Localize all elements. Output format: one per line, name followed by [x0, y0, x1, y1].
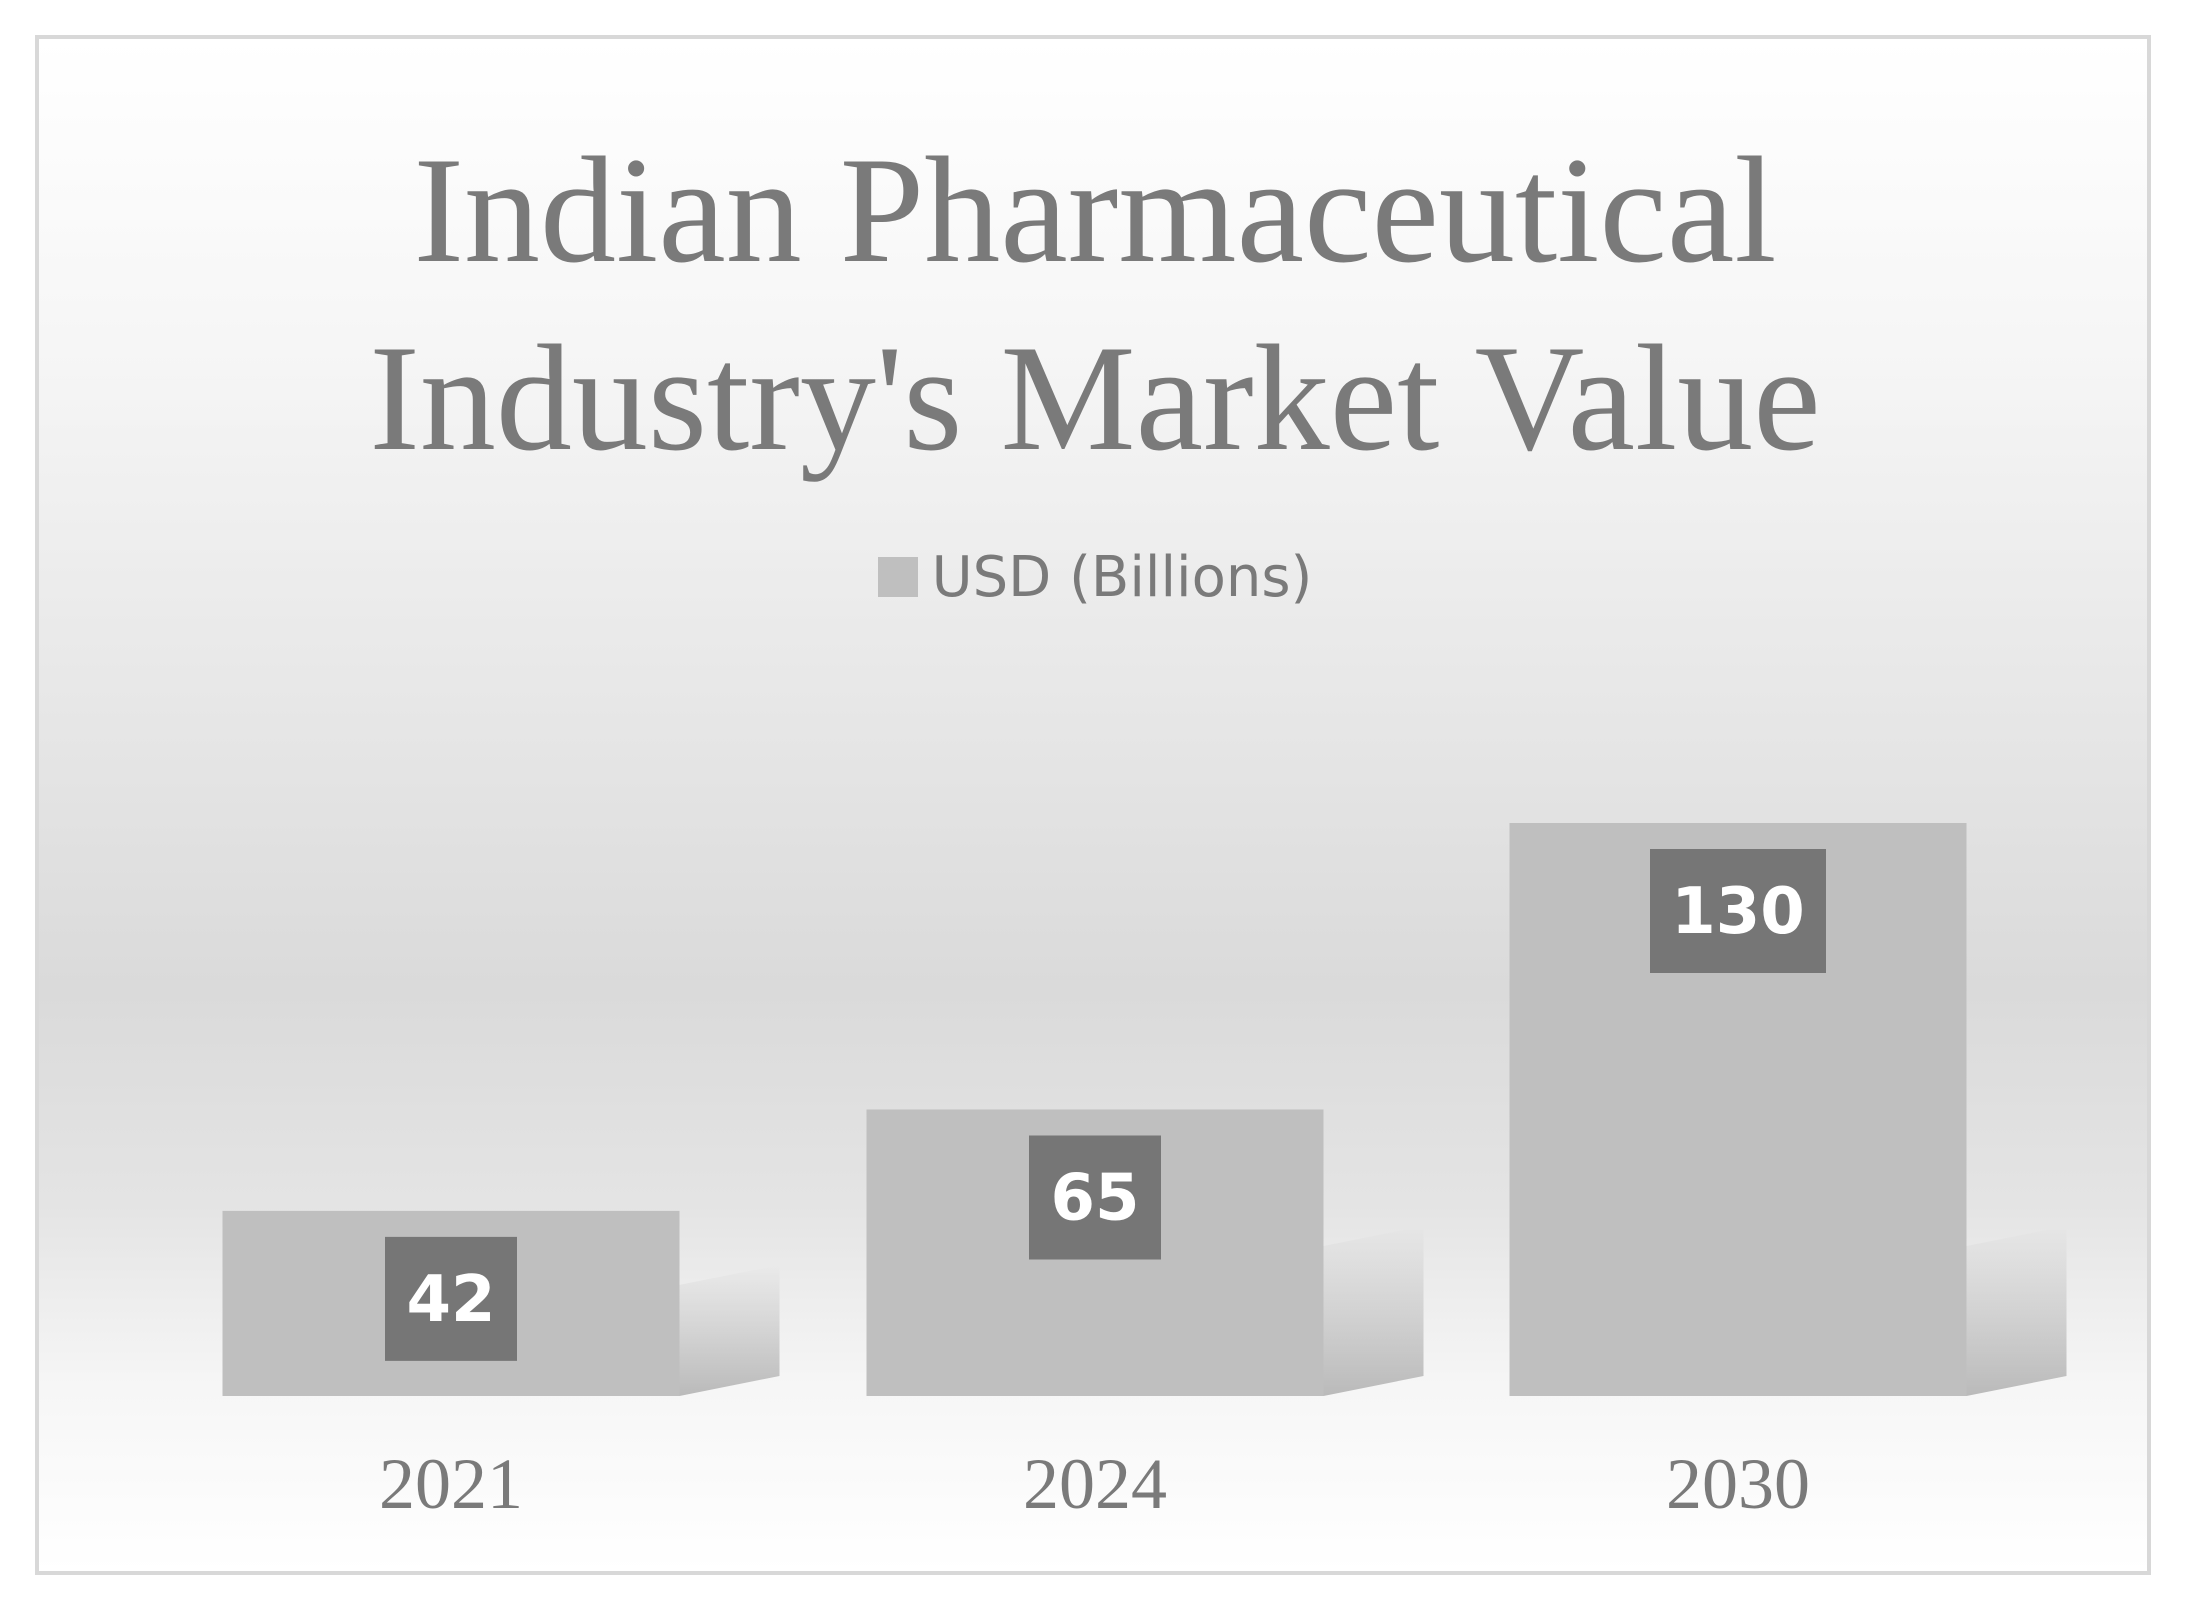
- data-label: 42: [406, 1263, 495, 1337]
- chart-title: Indian Pharmaceutical Industry's Market …: [0, 116, 2190, 492]
- chart-title-line-2: Industry's Market Value: [369, 314, 1821, 482]
- bar-shadow: [679, 1264, 780, 1396]
- x-tick-label: 2021: [379, 1444, 523, 1524]
- data-labels: 42 65 130: [385, 849, 1826, 1361]
- x-axis-ticks: 2021 2024 2030: [379, 1444, 1810, 1524]
- chart-title-line-1: Indian Pharmaceutical: [413, 126, 1777, 294]
- legend-label: USD (Billions): [931, 545, 1313, 610]
- x-tick-label: 2024: [1023, 1444, 1167, 1524]
- data-label-box: [1029, 1135, 1161, 1260]
- data-label: 130: [1671, 875, 1805, 949]
- bar-shadows: [679, 1226, 2067, 1396]
- bar-shadow: [1966, 1226, 2067, 1396]
- data-label-box: [385, 1236, 517, 1361]
- legend-swatch: [877, 556, 918, 597]
- legend: USD (Billions): [0, 545, 2190, 610]
- data-label-box: [1650, 849, 1826, 973]
- data-label: 65: [1050, 1162, 1139, 1236]
- bar-shadow: [1323, 1226, 1424, 1396]
- x-tick-label: 2030: [1666, 1444, 1810, 1524]
